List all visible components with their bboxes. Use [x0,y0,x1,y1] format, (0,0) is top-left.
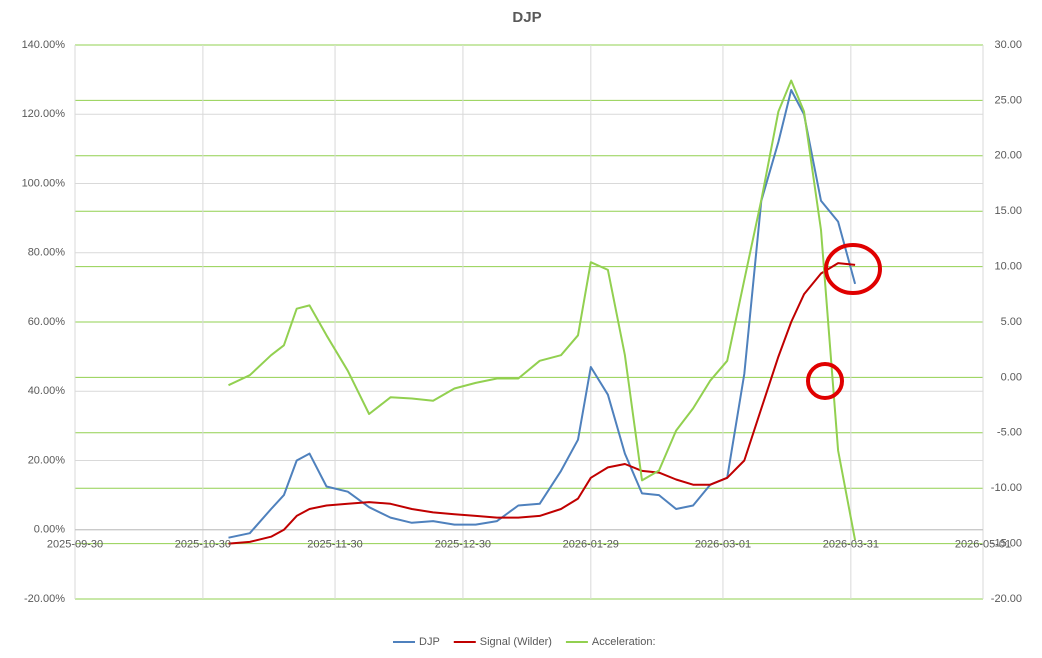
y2-tick-label: 0.00 [1001,371,1022,383]
chart-title: DJP [512,9,541,26]
y-tick-label: 60.00% [28,316,66,328]
y-tick-label: 120.00% [22,108,66,120]
x-tick-label: 2026-03-01 [695,539,751,551]
y-tick-label: 20.00% [28,454,66,466]
y2-tick-label: -20.00 [991,593,1022,605]
y2-tick-label: 10.00 [994,261,1022,273]
y2-tick-label: 15.00 [994,205,1022,217]
y2-tick-label: -5.00 [997,427,1022,439]
x-tick-label: 2025-11-30 [307,539,362,551]
x-tick-label: 2025-12-30 [435,539,491,551]
y-tick-label: 40.00% [28,385,66,397]
legend-label: DJP [419,636,440,648]
y-tick-label: 0.00% [34,524,65,536]
y2-tick-label: 5.00 [1001,316,1022,328]
annotation-circle [824,243,882,295]
y2-tick-label: -15.00 [991,538,1022,550]
series-line [228,89,857,539]
y2-tick-label: 30.00 [994,39,1022,51]
x-tick-label: 2026-05-01 [955,539,1011,551]
x-tick-label: 2026-01-29 [563,539,619,551]
y2-tick-label: 25.00 [994,94,1022,106]
y2-tick-label: -10.00 [991,482,1022,494]
x-tick-label: 2026-03-31 [823,539,879,551]
y-tick-label: 140.00% [22,39,66,51]
y2-tick-label: 20.00 [994,150,1022,162]
x-tick-label: 2025-10-30 [175,539,231,551]
annotation-circle [806,362,844,400]
y-tick-label: 100.00% [22,177,66,189]
legend-label: Acceleration: [592,636,656,648]
legend-label: Signal (Wilder) [480,636,552,648]
y-tick-label: 80.00% [28,247,66,259]
x-tick-label: 2025-09-30 [47,539,103,551]
series-line [228,262,856,545]
y-tick-label: -20.00% [24,593,65,605]
series-line [228,79,857,541]
